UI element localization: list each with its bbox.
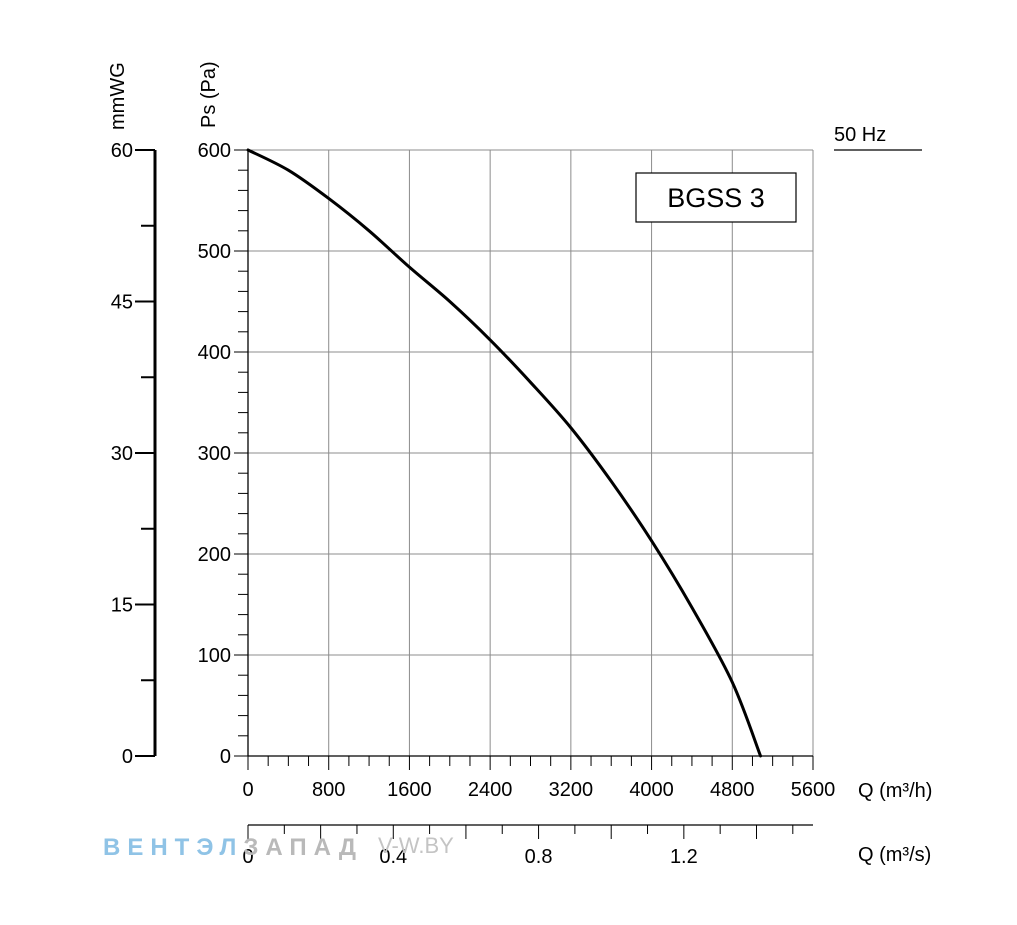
x-tick-label: 0 (242, 779, 253, 801)
watermark-logo: ВЕНТЭЛЗАПАД V-W.BY (103, 833, 454, 861)
y-tick-label: 600 (198, 140, 231, 162)
x-tick-label: 4800 (710, 779, 755, 801)
x-tick-label: 800 (312, 779, 345, 801)
x-tick-label: 3200 (549, 779, 594, 801)
frequency-label: 50 Hz (834, 124, 886, 146)
y-tick-label: 500 (198, 241, 231, 263)
watermark-part2: ЗАПАД (243, 834, 363, 861)
secondary-y-tick-label: 60 (111, 140, 133, 162)
watermark-part1: ВЕНТЭЛ (103, 834, 243, 861)
y-tick-label: 100 (198, 645, 231, 667)
secondary-x-tick-label: 0.4 (379, 846, 407, 868)
legend-box (635, 172, 797, 223)
x-tick-label: 1600 (387, 779, 432, 801)
y-tick-label: 0 (220, 746, 231, 768)
watermark-url: V-W.BY (378, 833, 454, 858)
y-tick-label: 400 (198, 342, 231, 364)
secondary-x-axis-title: Q (m³/s) (858, 844, 931, 866)
svg-text:ВЕНТЭЛЗАПАД: ВЕНТЭЛЗАПАД (103, 834, 363, 861)
secondary-y-tick-label: 45 (111, 292, 133, 314)
secondary-x-tick-label: 0 (242, 846, 253, 868)
y-axis-title: Ps (Pa) (198, 61, 220, 128)
x-tick-label: 2400 (468, 779, 513, 801)
grid (247, 149, 814, 757)
x-axis-title: Q (m³/h) (858, 780, 932, 802)
secondary-y-tick-label: 30 (111, 443, 133, 465)
secondary-x-tick-label: 1.2 (670, 846, 698, 868)
data-layer (246, 148, 763, 758)
x-tick-label: 5600 (791, 779, 836, 801)
performance-curve-line (246, 148, 763, 758)
secondary-x-tick-label: 0.8 (525, 846, 553, 868)
secondary-y-tick-label: 15 (111, 595, 133, 617)
secondary-y-axis-title: mmWG (107, 62, 129, 130)
secondary-y-tick-label: 0 (122, 746, 133, 768)
legend-series-label: BGSS 3 (667, 183, 765, 213)
y-tick-label: 200 (198, 544, 231, 566)
y-tick-label: 300 (198, 443, 231, 465)
x-tick-label: 4000 (629, 779, 674, 801)
